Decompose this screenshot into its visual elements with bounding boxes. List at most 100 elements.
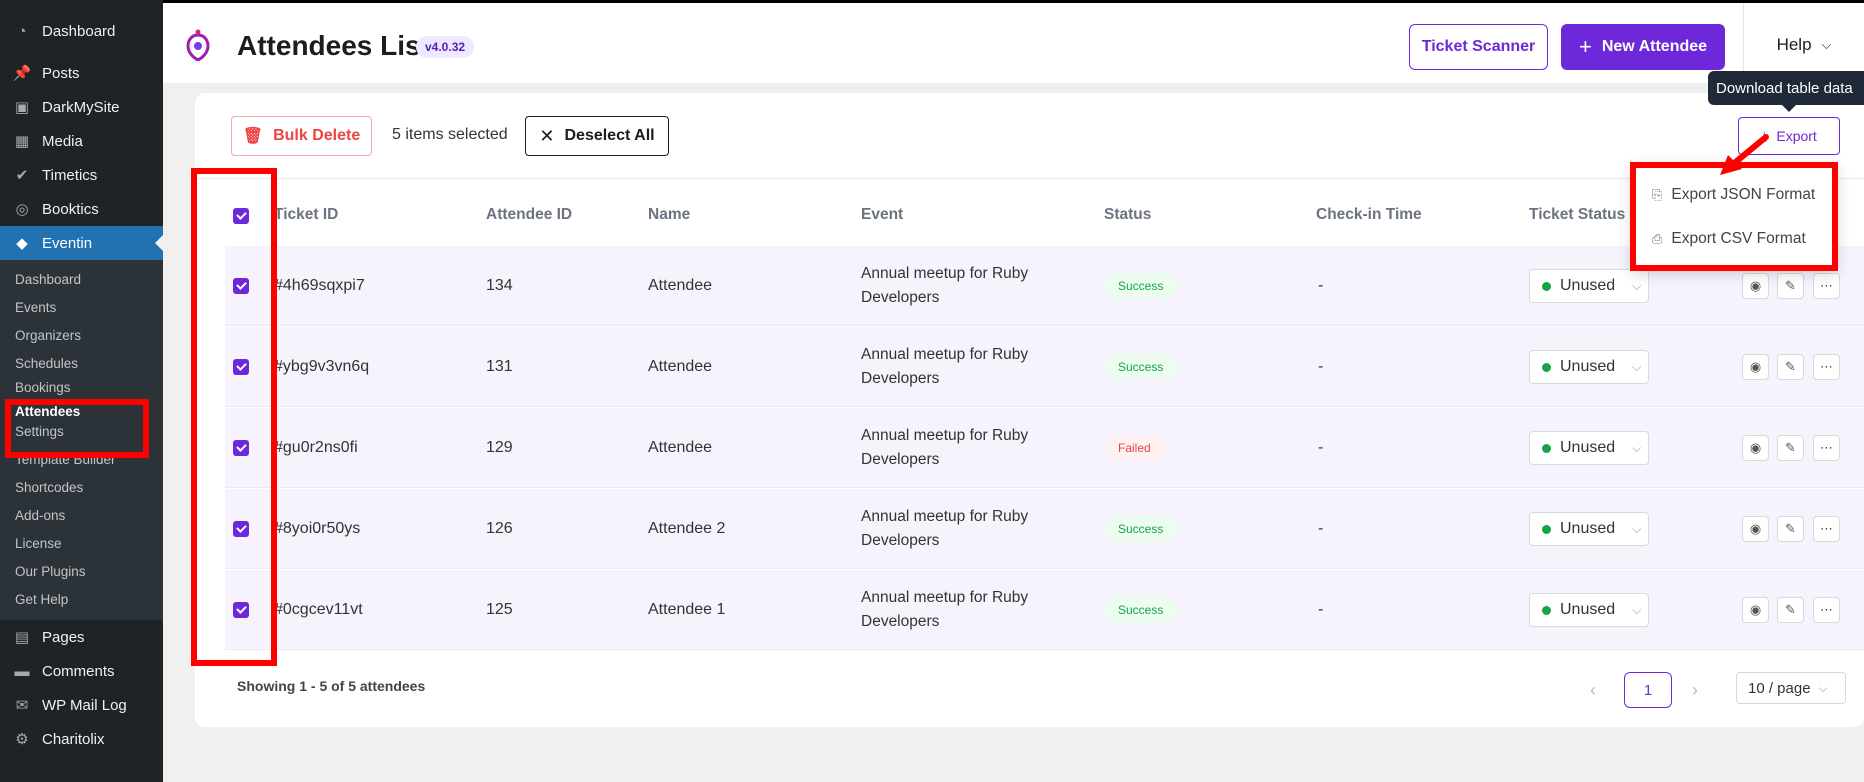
more-icon[interactable]: ⋯: [1813, 354, 1840, 380]
sidebar-item-timetics[interactable]: ✔ Timetics: [0, 158, 163, 192]
ticket-id: #4h69sqxpi7: [274, 277, 365, 294]
submenu-settings[interactable]: Settings: [15, 426, 64, 439]
col-attendee-id[interactable]: Attendee ID: [486, 206, 573, 223]
deselect-all-button[interactable]: ✕ Deselect All: [525, 116, 669, 156]
sidebar-item-posts[interactable]: 📌 Posts: [0, 56, 163, 90]
attendee-id: 131: [486, 358, 513, 375]
select-all-checkbox[interactable]: [233, 208, 249, 224]
ticket-status-select[interactable]: Unused ⌵: [1529, 269, 1649, 303]
row-checkbox[interactable]: [233, 440, 249, 456]
showing-count: Showing 1 - 5 of 5 attendees: [237, 678, 426, 694]
submenu-add-ons[interactable]: Add-ons: [15, 508, 66, 523]
more-icon[interactable]: ⋯: [1813, 597, 1840, 623]
new-attendee-label: New Attendee: [1601, 38, 1708, 55]
view-icon[interactable]: ◉: [1742, 597, 1769, 623]
new-attendee-button[interactable]: + New Attendee: [1561, 24, 1725, 70]
dashboard-icon: ◔: [17, 22, 27, 40]
submenu-attendees[interactable]: Attendees: [15, 404, 81, 419]
ticket-scanner-button[interactable]: Ticket Scanner: [1409, 24, 1548, 70]
submenu-our-plugins[interactable]: Our Plugins: [15, 564, 86, 579]
sidebar-item-label: Comments: [42, 662, 115, 680]
media-icon: ▦: [14, 133, 30, 150]
row-checkbox[interactable]: [233, 278, 249, 294]
prev-page-icon[interactable]: ‹: [1590, 680, 1596, 700]
view-icon[interactable]: ◉: [1742, 516, 1769, 542]
submenu-events[interactable]: Events: [15, 300, 57, 315]
edit-icon[interactable]: ✎: [1777, 516, 1804, 542]
tooltip-arrow: [1782, 105, 1796, 112]
edit-icon[interactable]: ✎: [1777, 273, 1804, 299]
checkin-time: -: [1318, 520, 1324, 537]
sidebar-item-booktics[interactable]: ◎ Booktics: [0, 192, 163, 226]
chevron-down-icon: ⌵: [1632, 602, 1642, 617]
ticket-status-select[interactable]: Unused ⌵: [1529, 593, 1649, 627]
export-json-item[interactable]: ⎘ Export JSON Format: [1652, 186, 1815, 204]
row-checkbox[interactable]: [233, 521, 249, 537]
view-icon[interactable]: ◉: [1742, 354, 1769, 380]
ticket-status-select[interactable]: Unused ⌵: [1529, 431, 1649, 465]
eventin-icon: ◆: [16, 235, 28, 252]
more-icon[interactable]: ⋯: [1813, 273, 1840, 299]
submenu-license[interactable]: License: [15, 536, 62, 551]
version-badge: v4.0.32: [416, 36, 475, 58]
view-icon[interactable]: ◉: [1742, 273, 1769, 299]
page-1-button[interactable]: 1: [1624, 672, 1672, 708]
status-dot: [1542, 524, 1551, 534]
submenu-organizers[interactable]: Organizers: [15, 328, 82, 343]
sidebar-item-dashboard[interactable]: ◔ Dashboard: [0, 14, 163, 48]
attendee-name: Attendee: [648, 358, 713, 375]
close-icon: ✕: [539, 125, 555, 146]
sidebar-item-label: Media: [42, 132, 83, 150]
col-status[interactable]: Status: [1104, 206, 1152, 223]
checkin-time: -: [1318, 601, 1324, 618]
sidebar-item-charitolix[interactable]: ⚙ Charitolix: [0, 722, 163, 756]
next-page-icon[interactable]: ›: [1692, 680, 1698, 700]
page-size-select[interactable]: 10 / page ⌵: [1736, 672, 1846, 704]
sidebar-item-eventin[interactable]: ◆ Eventin: [0, 226, 163, 260]
col-name[interactable]: Name: [648, 206, 691, 223]
page-header: Attendees List v4.0.32 Ticket Scanner + …: [163, 0, 1864, 86]
page-title: Attendees List: [237, 30, 430, 61]
ticket-status-select[interactable]: Unused ⌵: [1529, 350, 1649, 384]
timetics-icon: ✔: [15, 167, 29, 184]
submenu-schedules[interactable]: Schedules: [15, 356, 79, 371]
darkmysite-icon: ▣: [14, 99, 30, 116]
pin-icon: 📌: [12, 65, 32, 82]
col-ticket-status[interactable]: Ticket Status: [1529, 206, 1626, 223]
row-checkbox[interactable]: [233, 602, 249, 618]
col-event[interactable]: Event: [861, 206, 904, 223]
eventin-logo-icon: [186, 29, 210, 61]
ticket-status-select[interactable]: Unused ⌵: [1529, 512, 1649, 546]
sidebar-item-darkmysite[interactable]: ▣ DarkMySite: [0, 90, 163, 124]
submenu-dashboard[interactable]: Dashboard: [15, 272, 82, 287]
status-badge: Failed: [1104, 435, 1165, 461]
attendee-id: 129: [486, 439, 513, 456]
more-icon[interactable]: ⋯: [1813, 435, 1840, 461]
deselect-all-label: Deselect All: [564, 127, 655, 144]
edit-icon[interactable]: ✎: [1777, 435, 1804, 461]
submenu-bookings[interactable]: Bookings: [15, 380, 71, 395]
more-icon[interactable]: ⋯: [1813, 516, 1840, 542]
edit-icon[interactable]: ✎: [1777, 354, 1804, 380]
edit-icon[interactable]: ✎: [1777, 597, 1804, 623]
sidebar-item-wp-mail-log[interactable]: ✉ WP Mail Log: [0, 688, 163, 722]
view-icon[interactable]: ◉: [1742, 435, 1769, 461]
row-checkbox[interactable]: [233, 359, 249, 375]
booktics-icon: ◎: [15, 201, 29, 218]
sidebar-item-pages[interactable]: ▤ Pages: [0, 620, 163, 654]
bulk-delete-button[interactable]: 🗑 Bulk Delete: [231, 116, 372, 156]
submenu-get-help[interactable]: Get Help: [15, 592, 69, 607]
export-menu: ⎘ Export JSON Format ⎙ Export CSV Format: [1630, 162, 1838, 271]
table-row: #gu0r2ns0fi 129 Attendee Annual meetup f…: [225, 408, 1864, 488]
col-checkin-time[interactable]: Check-in Time: [1316, 206, 1422, 223]
submenu-shortcodes[interactable]: Shortcodes: [15, 480, 84, 495]
page-size-label: 10 / page: [1748, 679, 1811, 697]
help-dropdown[interactable]: Help ⌵: [1743, 3, 1864, 86]
col-ticket-id[interactable]: Ticket ID: [274, 206, 339, 223]
export-tooltip: Download table data: [1708, 71, 1864, 105]
attendee-name: Attendee 1: [648, 601, 726, 618]
export-csv-item[interactable]: ⎙ Export CSV Format: [1652, 230, 1806, 248]
sidebar-item-comments[interactable]: ▬ Comments: [0, 654, 163, 688]
sidebar-item-media[interactable]: ▦ Media: [0, 124, 163, 158]
toolbar-divider: [195, 178, 1864, 179]
